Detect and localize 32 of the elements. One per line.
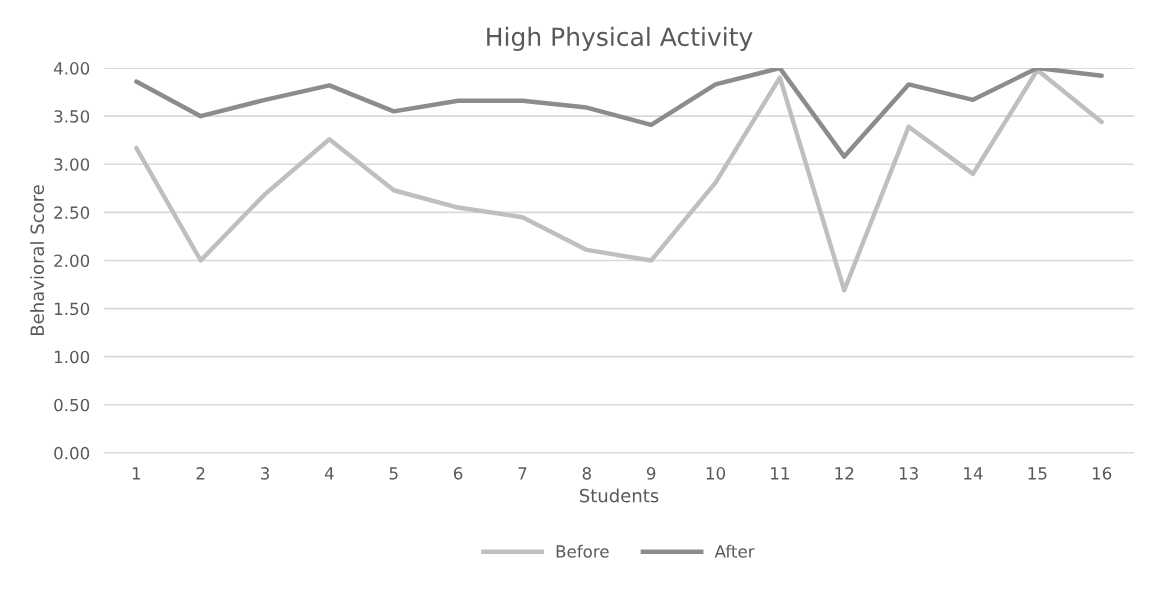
- line-series: [134, 68, 1104, 293]
- y-tick-label: 2.00: [54, 254, 90, 268]
- y-tick-label: 1.50: [54, 302, 90, 316]
- x-tick-label: 8: [582, 467, 591, 480]
- x-tick-label: 10: [706, 467, 726, 480]
- x-tick-label: 7: [518, 467, 527, 480]
- x-tick-label: 12: [835, 467, 854, 480]
- x-tick-label: 4: [324, 467, 334, 480]
- x-axis-title: Students: [579, 488, 659, 503]
- x-tick-label: 3: [260, 467, 269, 480]
- x-tick-label: 15: [1028, 467, 1047, 480]
- y-tick-label: 0.00: [54, 446, 90, 460]
- x-tick-label: 13: [899, 467, 918, 480]
- y-tick-label: 0.50: [54, 398, 90, 412]
- y-tick-label: 1.00: [54, 350, 90, 364]
- y-tick-label: 3.00: [54, 158, 90, 171]
- x-tick-label: 11: [771, 467, 789, 480]
- legend-label: After: [714, 544, 755, 558]
- x-tick-label: 6: [453, 467, 463, 480]
- y-tick-label: 2.50: [54, 206, 90, 219]
- y-axis-title: Behavioral Score: [30, 185, 45, 335]
- x-tick-label: 5: [389, 467, 398, 480]
- legend-label: Before: [556, 544, 609, 558]
- x-tick-label: 16: [1092, 467, 1112, 480]
- chart-title: High Physical Activity: [487, 26, 753, 52]
- y-tick-label: 3.50: [54, 110, 90, 123]
- x-tick-label: 1: [132, 467, 141, 480]
- y-tick-label: 4.00: [53, 62, 90, 75]
- x-tick-label: 14: [964, 467, 983, 480]
- x-tick-label: 2: [196, 467, 205, 480]
- line-series: [134, 68, 1104, 159]
- x-tick-label: 9: [646, 467, 656, 480]
